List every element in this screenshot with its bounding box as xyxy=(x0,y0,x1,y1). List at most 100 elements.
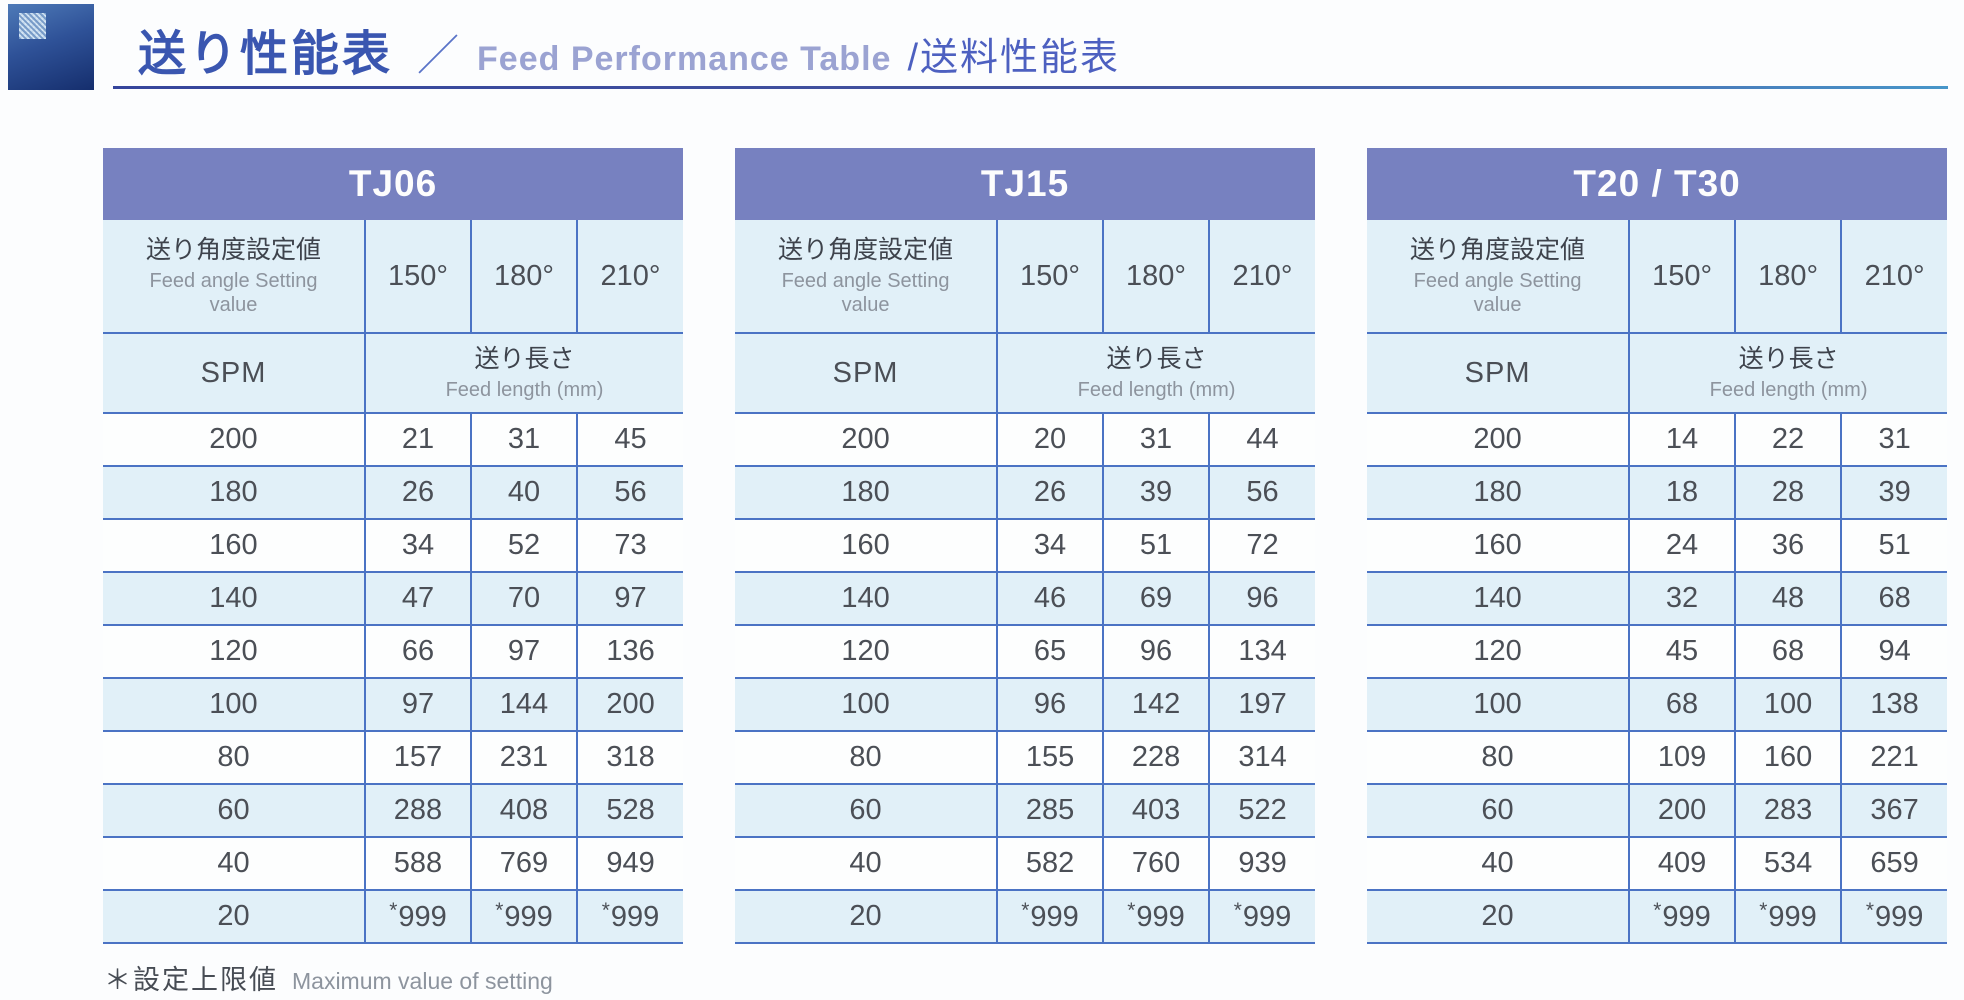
feed-length-value-cell: 14 xyxy=(1628,412,1737,467)
feed-length-label-en: Feed length (mm) xyxy=(1077,378,1236,401)
tables-row: TJ06 送り角度設定値 Feed angle Setting value 15… xyxy=(103,148,1948,944)
footnote-jp: ＊設定上限値 xyxy=(104,965,278,995)
table-row: 60 200 283 367 xyxy=(1367,783,1948,838)
spm-value-cell: 80 xyxy=(1367,730,1631,785)
title-slash-separator: ／ xyxy=(417,32,460,79)
table-title: TJ06 xyxy=(103,148,684,220)
spm-value-cell: 60 xyxy=(103,783,366,838)
table-row: 200 14 22 31 xyxy=(1367,412,1948,467)
table-body: 200 14 22 31 180 18 28 39 160 24 36 51 140 32 48 68 120 4… xyxy=(1367,412,1948,944)
feed-length-value-cell: 285 xyxy=(996,783,1105,838)
table-row: 140 47 70 97 xyxy=(103,571,684,626)
feed-length-value-cell: 534 xyxy=(1734,836,1843,891)
feed-length-value-cell: *999 xyxy=(364,889,472,944)
spm-value-cell: 120 xyxy=(735,624,999,679)
table-row: 180 26 40 56 xyxy=(103,465,684,520)
feed-length-value-cell: 96 xyxy=(996,677,1105,732)
feed-length-label-jp: 送り長さ xyxy=(1738,345,1839,374)
feed-length-label-en: Feed length (mm) xyxy=(1709,378,1868,401)
spm-value-cell: 20 xyxy=(735,889,999,944)
angle-header-cell: 150° xyxy=(996,220,1105,334)
table-row: 180 18 28 39 xyxy=(1367,465,1948,520)
feed-length-value-cell: 283 xyxy=(1734,783,1843,838)
feed-length-value-cell: 31 xyxy=(1102,412,1211,467)
spm-header-row: SPM 送り長さ Feed length (mm) xyxy=(103,332,684,414)
feed-length-value-cell: 45 xyxy=(1628,624,1737,679)
feed-angle-label-jp: 送り角度設定値 xyxy=(145,236,321,265)
angle-header-cell: 210° xyxy=(575,220,684,334)
feed-length-value-cell: 939 xyxy=(1208,836,1316,891)
spm-value-cell: 160 xyxy=(1367,518,1631,573)
table-body: 200 20 31 44 180 26 39 56 160 34 51 72 140 46 69 96 120 6… xyxy=(735,412,1316,944)
feed-length-value-cell: 56 xyxy=(575,465,684,520)
feed-length-value-cell: 26 xyxy=(996,465,1105,520)
feed-length-value-cell: 528 xyxy=(575,783,684,838)
feed-length-value-cell: 288 xyxy=(364,783,472,838)
feed-length-value-cell: 97 xyxy=(364,677,472,732)
table-row: 100 68 100 138 xyxy=(1367,677,1948,732)
feed-length-value-cell: 228 xyxy=(1102,730,1211,785)
feed-length-value-cell: 155 xyxy=(996,730,1105,785)
feed-table-tj06: TJ06 送り角度設定値 Feed angle Setting value 15… xyxy=(103,148,684,944)
feed-length-value-cell: 65 xyxy=(996,624,1105,679)
spm-value-cell: 180 xyxy=(1367,465,1631,520)
feed-length-header-cell: 送り長さ Feed length (mm) xyxy=(363,332,684,414)
max-setting-asterisk: * xyxy=(495,899,504,922)
table-row: 80 157 231 318 xyxy=(103,730,684,785)
table-row: 40 409 534 659 xyxy=(1367,836,1948,891)
spm-header-row: SPM 送り長さ Feed length (mm) xyxy=(735,332,1316,414)
spm-value-cell: 200 xyxy=(735,412,999,467)
feed-angle-header-row: 送り角度設定値 Feed angle Setting value 150° 18… xyxy=(1367,220,1948,334)
table-row: 120 45 68 94 xyxy=(1367,624,1948,679)
angle-header-cell: 210° xyxy=(1208,220,1316,334)
brand-logo-icon xyxy=(8,4,94,90)
feed-length-value-cell: 408 xyxy=(470,783,578,838)
feed-length-value-cell: 24 xyxy=(1628,518,1737,573)
table-row: 140 46 69 96 xyxy=(735,571,1316,626)
spm-label: SPM xyxy=(200,356,267,389)
feed-length-value-cell: 522 xyxy=(1208,783,1316,838)
table-row: 200 20 31 44 xyxy=(735,412,1316,467)
page-title-en: Feed Performance Table xyxy=(477,40,892,78)
table-row: 20 *999 *999 *999 xyxy=(1367,889,1948,944)
feed-length-header-cell: 送り長さ Feed length (mm) xyxy=(1628,332,1948,414)
feed-length-value-cell: 97 xyxy=(575,571,684,626)
feed-angle-header-row: 送り角度設定値 Feed angle Setting value 150° 18… xyxy=(735,220,1316,334)
table-row: 80 155 228 314 xyxy=(735,730,1316,785)
table-row: 140 32 48 68 xyxy=(1367,571,1948,626)
table-row: 100 96 142 197 xyxy=(735,677,1316,732)
spm-header-cell: SPM xyxy=(103,332,366,414)
feed-length-value-cell: 44 xyxy=(1208,412,1316,467)
feed-length-value-cell: 70 xyxy=(470,571,578,626)
feed-angle-label-jp: 送り角度設定値 xyxy=(1410,236,1586,265)
spm-value-cell: 100 xyxy=(1367,677,1631,732)
table-row: 180 26 39 56 xyxy=(735,465,1316,520)
feed-length-value-cell: 949 xyxy=(575,836,684,891)
feed-table-tj15: TJ15 送り角度設定値 Feed angle Setting value 15… xyxy=(735,148,1316,944)
feed-angle-label-en: Feed angle Setting value xyxy=(781,269,950,316)
spm-label: SPM xyxy=(832,356,899,389)
feed-length-value-cell: 56 xyxy=(1208,465,1316,520)
spm-value-cell: 40 xyxy=(735,836,999,891)
feed-length-value-cell: 51 xyxy=(1102,518,1211,573)
feed-length-value-cell: *999 xyxy=(1208,889,1316,944)
feed-angle-label-en: Feed angle Setting value xyxy=(149,269,318,316)
feed-length-value-cell: 367 xyxy=(1840,783,1948,838)
table-row: 160 34 51 72 xyxy=(735,518,1316,573)
max-setting-asterisk: * xyxy=(1865,899,1874,922)
table-body: 200 21 31 45 180 26 40 56 160 34 52 73 140 47 70 97 120 6… xyxy=(103,412,684,944)
angle-header-cell: 210° xyxy=(1840,220,1948,334)
feed-length-value-cell: 28 xyxy=(1734,465,1843,520)
feed-length-value-cell: 96 xyxy=(1208,571,1316,626)
spm-value-cell: 60 xyxy=(1367,783,1631,838)
spm-value-cell: 40 xyxy=(1367,836,1631,891)
feed-length-value-cell: 48 xyxy=(1734,571,1843,626)
feed-length-value-cell: 97 xyxy=(470,624,578,679)
feed-length-value-cell: 96 xyxy=(1102,624,1211,679)
feed-length-value-cell: 20 xyxy=(996,412,1105,467)
spm-value-cell: 200 xyxy=(103,412,366,467)
feed-angle-label-cell: 送り角度設定値 Feed angle Setting value xyxy=(735,220,999,334)
spm-value-cell: 120 xyxy=(103,624,366,679)
feed-length-label-jp: 送り長さ xyxy=(474,345,575,374)
spm-header-cell: SPM xyxy=(735,332,999,414)
